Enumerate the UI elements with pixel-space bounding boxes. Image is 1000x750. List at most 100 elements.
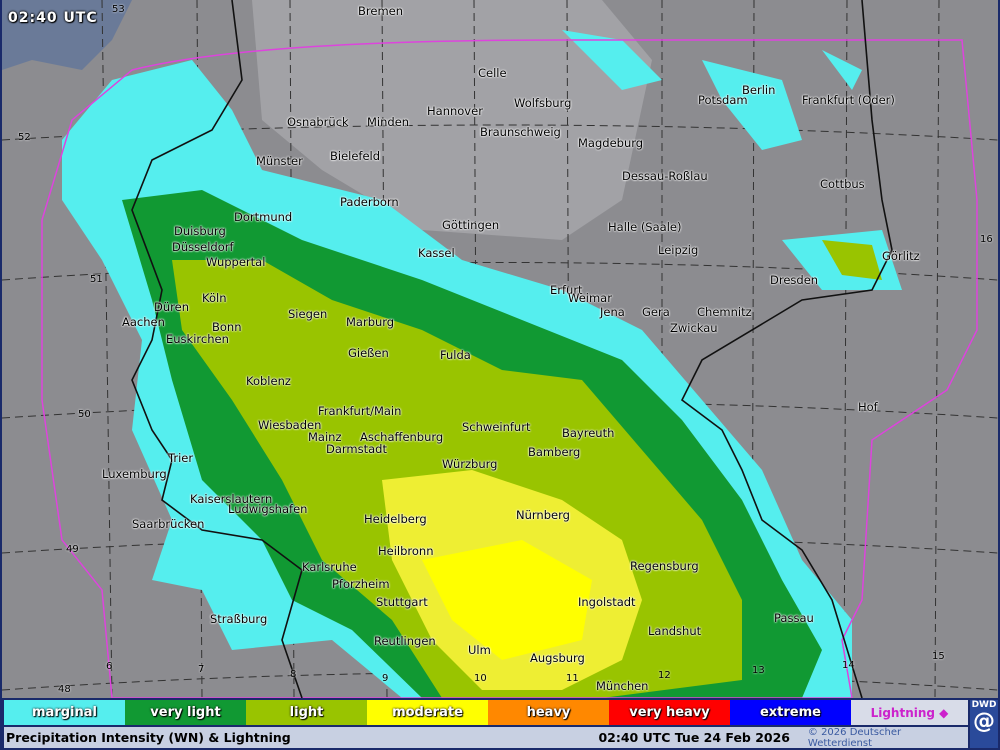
map-title: Precipitation Intensity (WN) & Lightning [6,730,291,745]
city-label: Euskirchen [166,332,229,346]
city-label: Wuppertal [206,255,266,269]
logo-text: DWD [971,700,997,710]
city-label: Heidelberg [364,512,427,526]
grid-label: 10 [474,673,487,684]
city-label: Wiesbaden [258,418,322,432]
city-label: Kassel [418,246,455,260]
city-label: Jena [600,305,625,319]
city-label: München [596,679,649,693]
city-label: Bonn [212,320,242,334]
grid-label: 15 [932,651,945,662]
legend-bar: marginal very light light moderate heavy very… [4,700,968,725]
city-label: Ingolstadt [578,595,636,609]
city-label: Münster [256,154,303,168]
grid-label: 50 [78,409,91,420]
dwd-logo: DWD @ [970,700,998,748]
city-label: Reutlingen [374,634,436,648]
city-label: Frankfurt/Main [318,404,402,418]
city-label: Siegen [288,307,328,321]
city-label: Zwickau [670,321,718,335]
city-label: Minden [367,115,410,129]
city-label: Saarbrücken [132,517,205,531]
city-label: Gießen [348,346,389,360]
legend-item: heavy [488,700,609,725]
city-label: Cottbus [820,177,865,191]
legend-item: very light [125,700,246,725]
city-label: Karlsruhe [302,560,357,574]
city-label: Stuttgart [376,595,428,609]
north-sea [2,0,132,70]
city-label: Schweinfurt [462,420,531,434]
legend-item: moderate [367,700,488,725]
city-label: Bielefeld [330,149,381,163]
grid-label: 52 [18,132,31,143]
city-label: Aachen [122,315,165,329]
city-label: Würzburg [442,457,498,471]
city-label: Berlin [742,83,776,97]
city-label: Hannover [427,104,483,118]
city-label: Bayreuth [562,426,615,440]
city-label: Düren [154,300,189,314]
legend-item: light [246,700,367,725]
grid-label: 9 [382,673,389,684]
legend-item: extreme [730,700,851,725]
city-label: Leipzig [658,243,699,257]
legend-item: very heavy [609,700,730,725]
map-graphics [2,0,998,698]
city-label: Straßburg [210,612,268,626]
city-label: Gera [642,305,670,319]
grid-label: 12 [658,670,671,681]
copyright: © 2026 Deutscher Wetterdienst [807,726,902,749]
grid-label: 53 [112,4,125,15]
city-label: Chemnitz [697,305,752,319]
legend-item: marginal [4,700,125,725]
city-label: Pforzheim [332,577,390,591]
city-label: Paderborn [340,195,399,209]
grid-label: 13 [752,665,765,676]
city-label: Hof [858,400,878,414]
city-label: Passau [774,611,814,625]
city-label: Ulm [468,643,491,657]
city-label: Aschaffenburg [360,430,444,444]
city-label: Magdeburg [578,136,644,150]
grid-label: 16 [980,234,993,245]
city-label: Weimar [568,291,612,305]
grid-label: 8 [290,669,297,680]
city-label: Heilbronn [378,544,434,558]
city-label: Regensburg [630,559,699,573]
grid-label: 7 [198,664,205,675]
radar-map: 02:40 UTC Bremen Celle Hannover Wolfsburg Po… [2,0,998,698]
city-label: Erfurt [550,283,583,297]
city-label: Wolfsburg [514,96,572,110]
city-label: Potsdam [698,93,748,107]
city-label: Koblenz [246,374,291,388]
city-label: Braunschweig [480,125,561,139]
city-label: Dessau-Roßlau [622,169,708,183]
grid-label: 48 [58,684,71,695]
grid-label: 6 [106,661,113,672]
city-label: Trier [168,451,194,465]
precipitation [62,30,902,698]
lowland [252,0,652,240]
city-label: Osnabrück [287,115,349,129]
city-label: Görlitz [882,249,920,263]
city-label: Nürnberg [516,508,570,522]
city-label: Dresden [770,273,819,287]
city-label: Landshut [648,624,702,638]
city-label: Dortmund [234,210,293,224]
city-label: Luxemburg [102,467,167,481]
city-label: Ludwigshafen [228,502,308,516]
city-label: Darmstadt [326,442,387,456]
grid-label: 14 [842,660,855,671]
city-label: Düsseldorf [172,240,234,254]
spiral-icon: @ [973,709,995,734]
country-borders [131,0,893,698]
time-label: 02:40 UTC [8,10,98,26]
city-label: Duisburg [174,224,226,238]
city-label: Frankfurt (Oder) [802,93,895,107]
city-label: Mainz [308,430,342,444]
city-label: Celle [478,66,507,80]
grid-label: 51 [90,274,103,285]
radar-coverage-boundary [41,39,978,698]
city-label: Köln [202,291,227,305]
